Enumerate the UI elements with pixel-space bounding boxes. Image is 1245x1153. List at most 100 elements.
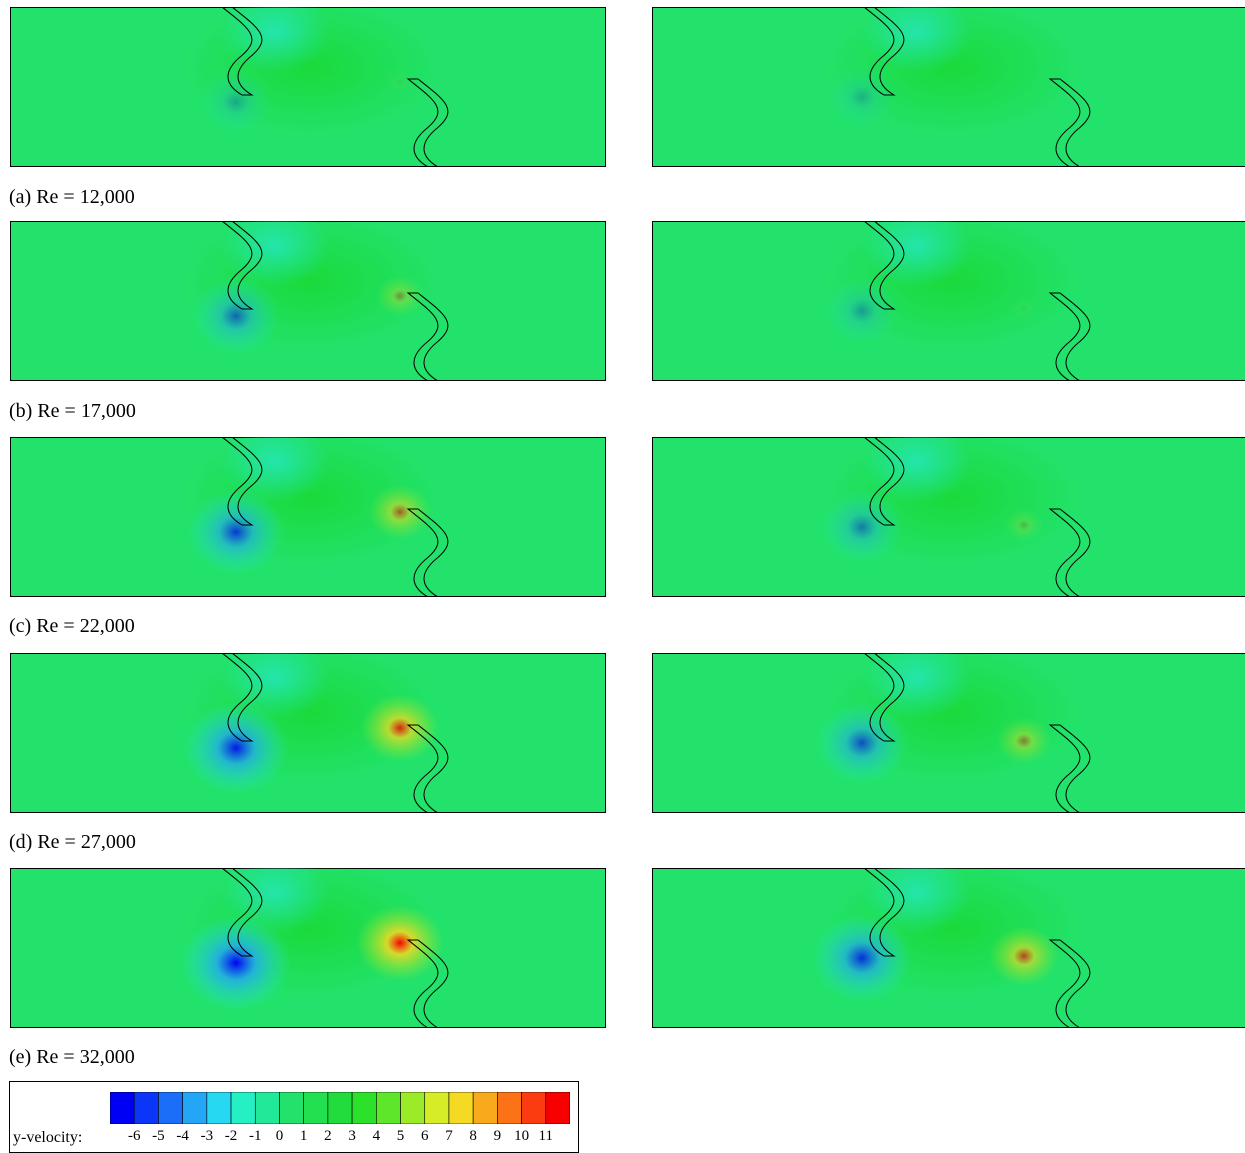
legend-tick-label: -6 [127, 1128, 141, 1144]
legend-tick-label: -3 [200, 1128, 214, 1144]
cyan-wake [862, 221, 972, 286]
positive-velocity-zone [375, 274, 425, 318]
turbine-blade-lower [406, 939, 449, 1028]
turbine-blade-lower [1048, 78, 1091, 167]
subfigure-caption: (d) Re = 27,000 [9, 831, 136, 853]
legend-tick-label: 1 [299, 1128, 308, 1144]
legend-tick-label: 5 [396, 1128, 405, 1144]
contour-panel-left [10, 7, 606, 167]
legend-tick-label: 10 [514, 1128, 530, 1144]
legend-tick-label: 9 [493, 1128, 502, 1144]
turbine-blade-lower [1048, 292, 1091, 381]
legend-label: y-velocity: [13, 1129, 83, 1146]
turbine-blade-lower [406, 508, 449, 597]
legend-swatch [230, 1091, 256, 1125]
legend-swatch [400, 1091, 426, 1125]
legend-colorbar [109, 1091, 571, 1129]
subfigure-caption: (a) Re = 12,000 [9, 186, 135, 208]
cyan-wake [862, 437, 972, 502]
turbine-blade-lower [1048, 724, 1091, 813]
legend-swatch [133, 1091, 159, 1125]
legend-tick-label: 7 [445, 1128, 453, 1144]
legend-tick-label: 4 [372, 1128, 381, 1144]
turbine-blade-lower [406, 292, 449, 381]
turbine-blade-upper [221, 868, 263, 957]
color-legend: y-velocity: -6 -5 -4 -3 -2 -1 0 1 2 3 4 5 6 7 8 9 10 11 [9, 1081, 579, 1153]
contour-panel-right [652, 653, 1245, 813]
turbine-blade-upper [863, 868, 905, 957]
contour-panel-right [652, 221, 1245, 381]
legend-swatch [545, 1091, 571, 1125]
negative-velocity-zone [815, 702, 909, 784]
negative-velocity-zone [199, 69, 273, 135]
contour-panel-right [652, 868, 1245, 1028]
legend-tick-label: 6 [420, 1128, 429, 1144]
legend-tick-label: -1 [249, 1128, 262, 1144]
positive-velocity-zone [1008, 295, 1040, 323]
negative-velocity-zone [183, 702, 289, 794]
cyan-wake [862, 868, 972, 933]
legend-ticks: -6 -5 -4 -3 -2 -1 0 1 2 3 4 5 6 7 8 9 10 11 [110, 1128, 560, 1150]
legend-tick-label: 2 [324, 1128, 332, 1144]
legend-swatch [206, 1091, 232, 1125]
legend-swatch [109, 1091, 135, 1125]
negative-velocity-zone [192, 277, 280, 355]
legend-swatch [424, 1091, 450, 1125]
turbine-blade-lower [406, 724, 449, 813]
positive-velocity-zone [356, 905, 444, 981]
positive-velocity-zone [989, 925, 1059, 987]
turbine-blade-upper [863, 221, 905, 310]
subfigure-caption: (b) Re = 17,000 [9, 400, 136, 422]
positive-velocity-zone [1004, 507, 1044, 543]
legend-swatch [448, 1091, 474, 1125]
contour-panel-left [10, 221, 606, 381]
legend-tick-label: 3 [348, 1128, 356, 1144]
cyan-wake [862, 653, 972, 718]
legend-swatch [327, 1091, 353, 1125]
negative-velocity-zone [824, 277, 900, 345]
contour-panel-left [10, 868, 606, 1028]
cyan-wake [220, 221, 330, 286]
legend-swatch [158, 1091, 183, 1125]
turbine-blade-upper [863, 437, 905, 526]
contour-panel-left [10, 653, 606, 813]
contour-panel-right [652, 437, 1245, 597]
turbine-blade-upper [863, 7, 905, 96]
positive-velocity-zone [996, 717, 1052, 765]
legend-tick-label: -5 [152, 1128, 165, 1144]
cyan-wake [220, 7, 330, 72]
legend-swatch [182, 1091, 208, 1125]
subfigure-caption: (c) Re = 22,000 [9, 615, 135, 637]
negative-velocity-zone [827, 65, 897, 129]
legend-swatch [376, 1091, 401, 1125]
legend-swatch [279, 1091, 304, 1125]
cyan-wake [220, 437, 330, 502]
legend-tick-label: -2 [224, 1128, 238, 1144]
contour-panel-left [10, 437, 606, 597]
turbine-blade-upper [863, 653, 905, 742]
turbine-blade-upper [221, 221, 263, 310]
turbine-blade-upper [221, 653, 263, 742]
legend-tick-label: -4 [176, 1128, 189, 1144]
negative-velocity-zone [187, 489, 285, 575]
positive-velocity-zone [384, 68, 416, 96]
cyan-wake [220, 653, 330, 718]
negative-velocity-zone [181, 915, 291, 1011]
legend-swatch [351, 1091, 377, 1125]
legend-tick-label: 11 [538, 1128, 554, 1144]
subfigure-caption: (e) Re = 32,000 [9, 1046, 135, 1068]
negative-velocity-zone [820, 490, 904, 564]
turbine-blade-upper [221, 437, 263, 526]
legend-tick-label: 8 [469, 1128, 477, 1144]
legend-swatch [303, 1091, 329, 1125]
legend-swatch [497, 1091, 522, 1125]
legend-swatch [472, 1091, 498, 1125]
negative-velocity-zone [812, 914, 912, 1002]
legend-tick-label: 0 [275, 1128, 284, 1144]
positive-velocity-zone [368, 484, 432, 540]
positive-velocity-zone [360, 693, 440, 763]
turbine-blade-lower [1048, 939, 1091, 1028]
contour-panel-right [652, 7, 1245, 167]
legend-swatch [254, 1091, 280, 1125]
turbine-blade-lower [1048, 508, 1091, 597]
